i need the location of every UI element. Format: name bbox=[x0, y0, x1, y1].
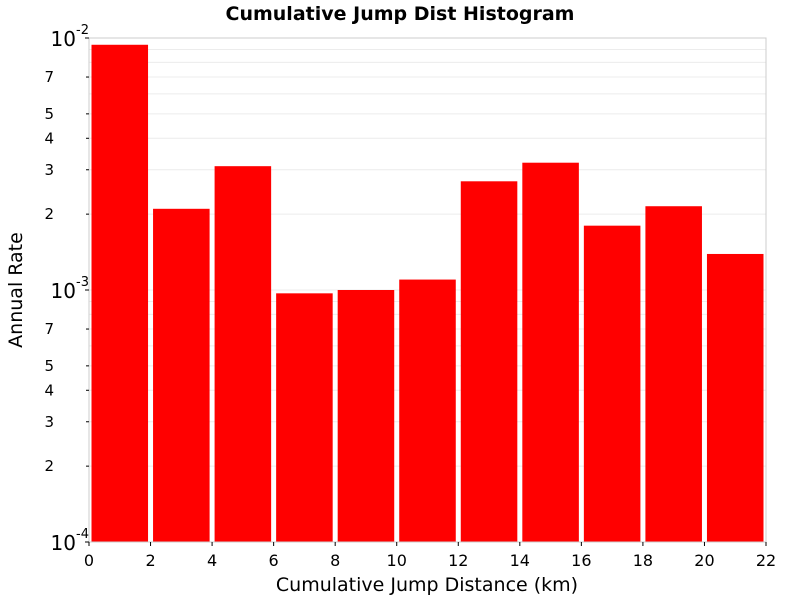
y-tick-label: 10 bbox=[51, 279, 76, 303]
y-minor-tick-label: 5 bbox=[44, 105, 54, 123]
x-axis-label: Cumulative Jump Distance (km) bbox=[276, 574, 578, 596]
histogram-bar bbox=[583, 225, 641, 542]
x-axis-ticks: 0 2 4 6 8 10 12 14 16 18 20 22 bbox=[84, 542, 776, 570]
y-minor-tick-label: 4 bbox=[44, 129, 54, 147]
y-tick-exponent: -4 bbox=[76, 527, 89, 542]
x-tick-label: 20 bbox=[694, 551, 714, 570]
histogram-bar bbox=[337, 290, 395, 542]
histogram-bar bbox=[214, 166, 272, 542]
y-tick-exponent: -3 bbox=[76, 275, 89, 290]
histogram-bar bbox=[522, 162, 579, 542]
x-tick-label: 14 bbox=[510, 551, 530, 570]
x-tick-label: 0 bbox=[84, 551, 94, 570]
x-tick-label: 4 bbox=[207, 551, 217, 570]
histogram-bar bbox=[706, 253, 764, 542]
x-tick-label: 6 bbox=[269, 551, 279, 570]
histogram-bar bbox=[399, 279, 456, 542]
histogram-bar bbox=[91, 44, 149, 542]
x-tick-label: 16 bbox=[571, 551, 591, 570]
chart-title: Cumulative Jump Dist Histogram bbox=[226, 3, 575, 25]
histogram-bar bbox=[276, 293, 333, 542]
x-tick-label: 10 bbox=[387, 551, 407, 570]
x-tick-label: 12 bbox=[448, 551, 468, 570]
y-tick-label: 10 bbox=[51, 531, 76, 555]
histogram-bar bbox=[645, 206, 702, 542]
y-tick-label: 10 bbox=[51, 27, 76, 51]
x-tick-label: 18 bbox=[633, 551, 653, 570]
y-minor-tick-label: 2 bbox=[44, 457, 54, 475]
y-axis-label: Annual Rate bbox=[5, 232, 27, 348]
histogram-bar bbox=[153, 208, 210, 543]
y-minor-tick-label: 4 bbox=[44, 381, 54, 399]
y-minor-tick-label: 3 bbox=[44, 413, 54, 431]
x-tick-label: 22 bbox=[756, 551, 776, 570]
y-minor-tick-label: 7 bbox=[44, 320, 54, 338]
histogram-bar bbox=[460, 181, 518, 542]
y-minor-tick-label: 5 bbox=[44, 357, 54, 375]
x-tick-label: 2 bbox=[145, 551, 155, 570]
y-tick-exponent: -2 bbox=[76, 23, 89, 38]
y-minor-tick-label: 3 bbox=[44, 161, 54, 179]
x-tick-label: 8 bbox=[330, 551, 340, 570]
y-minor-tick-label: 2 bbox=[44, 205, 54, 223]
bars-group bbox=[91, 44, 764, 543]
y-minor-tick-label: 7 bbox=[44, 68, 54, 86]
